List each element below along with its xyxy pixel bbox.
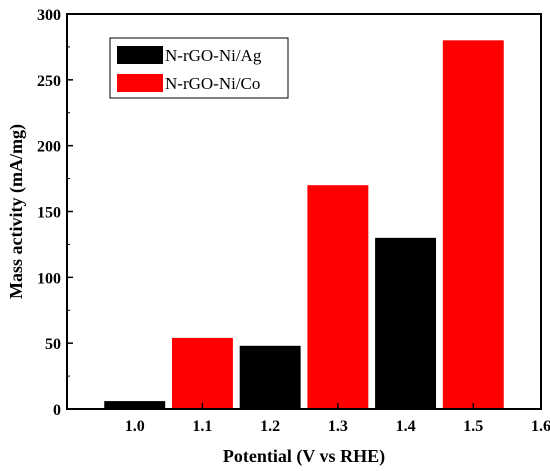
legend: N-rGO-Ni/Ag N-rGO-Ni/Co — [109, 37, 289, 99]
x-axis-title: Potential (V vs RHE) — [223, 446, 385, 467]
bar-co-1-1 — [171, 337, 233, 409]
bar-co-1-5 — [442, 40, 504, 409]
bar-ag-1-4 — [375, 237, 437, 409]
legend-swatch — [117, 46, 163, 64]
x-tick-label: 1.4 — [396, 418, 416, 435]
axis-ticks: 1.0 1.1 1.2 1.3 1.4 1.5 1.6 0 50 100 150 200 250 300 — [37, 7, 550, 435]
bar-ag-1-2 — [239, 345, 301, 409]
y-tick-label: 150 — [37, 205, 61, 222]
legend-label: N-rGO-Ni/Ag — [165, 46, 262, 65]
x-tick-label: 1.1 — [192, 418, 212, 435]
x-tick-label: 1.0 — [125, 418, 145, 435]
legend-swatch — [117, 74, 163, 92]
y-tick-label: 100 — [37, 270, 61, 287]
y-tick-label: 0 — [53, 402, 61, 419]
y-tick-label: 300 — [37, 7, 61, 24]
y-axis-title: Mass activity (mA/mg) — [6, 124, 27, 299]
y-tick-label: 200 — [37, 139, 61, 156]
x-tick-label: 1.3 — [328, 418, 348, 435]
y-tick-label: 50 — [45, 336, 61, 353]
bars-layer — [104, 40, 504, 409]
y-tick-label: 250 — [37, 73, 61, 90]
x-tick-label: 1.6 — [531, 418, 550, 435]
legend-label: N-rGO-Ni/Co — [165, 74, 260, 93]
bar-co-1-3 — [307, 185, 369, 409]
x-tick-label: 1.5 — [463, 418, 483, 435]
x-tick-label: 1.2 — [260, 418, 280, 435]
